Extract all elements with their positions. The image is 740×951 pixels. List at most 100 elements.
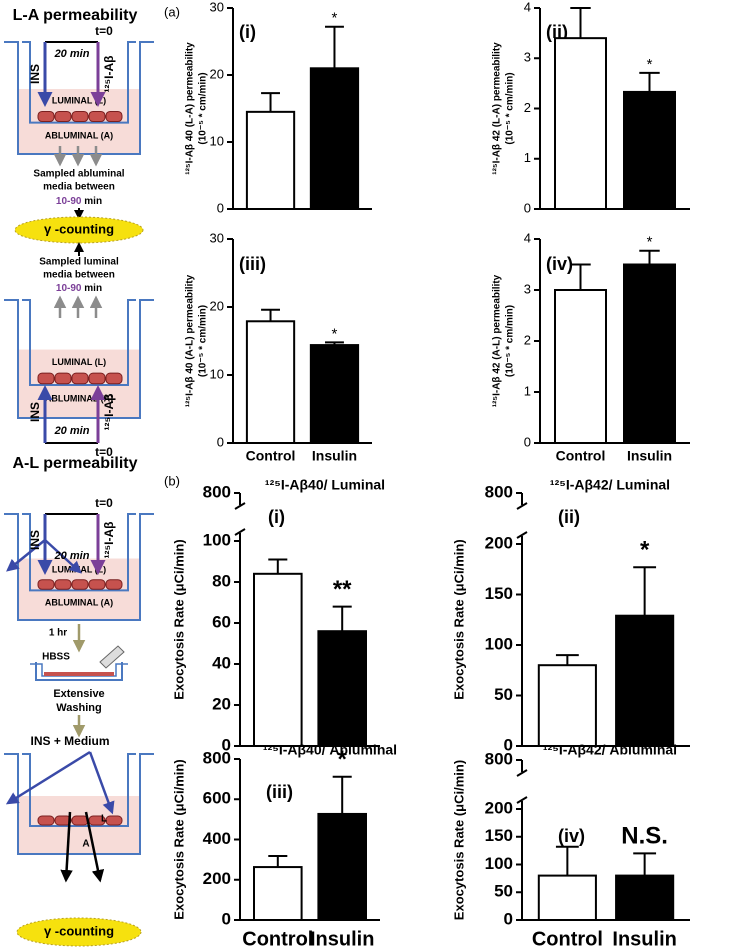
well-insert (22, 41, 136, 124)
y-axis-label: (10⁻⁵ * cm/min) (505, 305, 516, 377)
chart-title: ¹²⁵I-Aβ40/ Abluminal (263, 742, 397, 758)
diagram-title: L-A permeability (13, 7, 138, 24)
bar (537, 664, 597, 748)
error-bar (268, 855, 288, 868)
cell (54, 372, 72, 385)
washing-label: Washing (56, 702, 101, 714)
cell (105, 110, 123, 123)
y-tick-label: 150 (485, 826, 513, 845)
cell (88, 579, 106, 590)
hour-label: 1 hr (49, 628, 67, 639)
y-tick-label: 0 (222, 735, 231, 754)
ins-label: INS (28, 402, 42, 422)
bar (615, 614, 675, 748)
axis-break (234, 528, 246, 536)
y-tick-label: 400 (203, 829, 231, 848)
luminal-label: LUMINAL (L) (52, 357, 106, 367)
bar (245, 320, 296, 444)
cell (71, 372, 89, 385)
y-axis-label: Exocytosis Rate (μCi/min) (171, 759, 186, 919)
y-tick-label: 10 (210, 133, 224, 148)
y-tick-label: 20 (210, 298, 224, 313)
range-text: 10-90 min (56, 283, 102, 294)
y-tick-label: 2 (524, 332, 531, 347)
range-text: 10-90 min (56, 196, 102, 207)
panel-label: (b) (164, 473, 180, 488)
y-axis-label: ¹²⁵I-Aβ 42 (A-L) permeability (492, 274, 503, 407)
error-bar (570, 263, 591, 290)
counter (16, 917, 142, 947)
t0-label: t=0 (95, 24, 113, 38)
bar (623, 90, 676, 210)
y-tick-label: 1 (524, 383, 531, 398)
y-tick-label: 20 (212, 694, 231, 713)
axis-break (516, 502, 528, 510)
cell (71, 579, 89, 590)
error-bar (555, 845, 579, 876)
x-tick-label: Control (242, 928, 313, 950)
cell (71, 815, 89, 826)
tracer-label: ¹²⁵I-Aβ (102, 394, 116, 431)
y-tick-label: 100 (203, 530, 231, 549)
sample-text: media between (43, 182, 115, 193)
ins-label: INS (28, 64, 42, 84)
y-tick-label: 150 (485, 584, 513, 603)
y-tick-label: 3 (524, 50, 531, 65)
cell (105, 815, 123, 826)
time-label: 20 min (54, 48, 90, 60)
luminal-label: LUMINAL (L) (52, 96, 106, 106)
y-tick-label: 100 (485, 634, 513, 653)
significance: * (338, 746, 348, 773)
error-bar (325, 341, 344, 346)
range: 10-90 (56, 196, 82, 207)
cell (54, 815, 72, 826)
chart-title: ¹²⁵I-Aβ42/ Luminal (550, 477, 670, 493)
panel-label: (iii) (266, 782, 293, 802)
y-tick-label: 80 (212, 571, 231, 590)
error-bar (268, 558, 288, 574)
y-axis-label: (10⁻⁵ * cm/min) (198, 305, 209, 377)
well-outer (4, 513, 154, 621)
tracer-label: ¹²⁵I-Aβ (102, 522, 116, 559)
error-bar (332, 775, 352, 814)
y-axis-label: (10⁻⁵ * cm/min) (198, 72, 209, 144)
chart-title: ¹²⁵I-Aβ40/ Luminal (265, 477, 385, 493)
error-bar (633, 852, 657, 876)
medium-label: INS + Medium (30, 734, 109, 748)
time-label: 20 min (54, 550, 90, 562)
significance: * (647, 234, 653, 251)
panel-label: (a) (164, 4, 180, 19)
error-bar (332, 605, 352, 632)
y-tick-label: 200 (485, 798, 513, 817)
y-tick-label: 30 (210, 230, 224, 245)
y-tick-label: 800 (485, 749, 513, 768)
counting-label: γ -counting (44, 221, 114, 236)
cell (71, 110, 89, 123)
y-tick-label: 30 (210, 0, 224, 14)
significance: * (332, 10, 338, 27)
arrow (88, 751, 115, 815)
well-insert (22, 753, 136, 827)
y-axis-label: Exocytosis Rate (μCi/min) (171, 539, 186, 699)
l-label: L (101, 814, 107, 825)
cell (37, 815, 55, 826)
significance: * (647, 56, 653, 73)
arrow (44, 539, 82, 574)
bar (317, 630, 367, 748)
cell (37, 579, 55, 590)
t0-label: t=0 (95, 445, 113, 459)
bar (245, 110, 296, 210)
panel-label: (iii) (239, 254, 266, 274)
sample-text: Sampled luminal (39, 257, 119, 268)
error-bar (325, 25, 344, 69)
y-tick-label: 0 (504, 735, 513, 754)
range: 10-90 (56, 283, 82, 294)
y-tick-label: 800 (203, 482, 231, 501)
panel-label: (iv) (546, 254, 573, 274)
axis-break (234, 502, 246, 510)
counting-label: γ -counting (44, 923, 114, 938)
bar (623, 263, 676, 444)
well-outer (4, 753, 154, 855)
cell (37, 110, 55, 123)
abluminal-label: ABLUMINAL (A) (45, 130, 113, 140)
